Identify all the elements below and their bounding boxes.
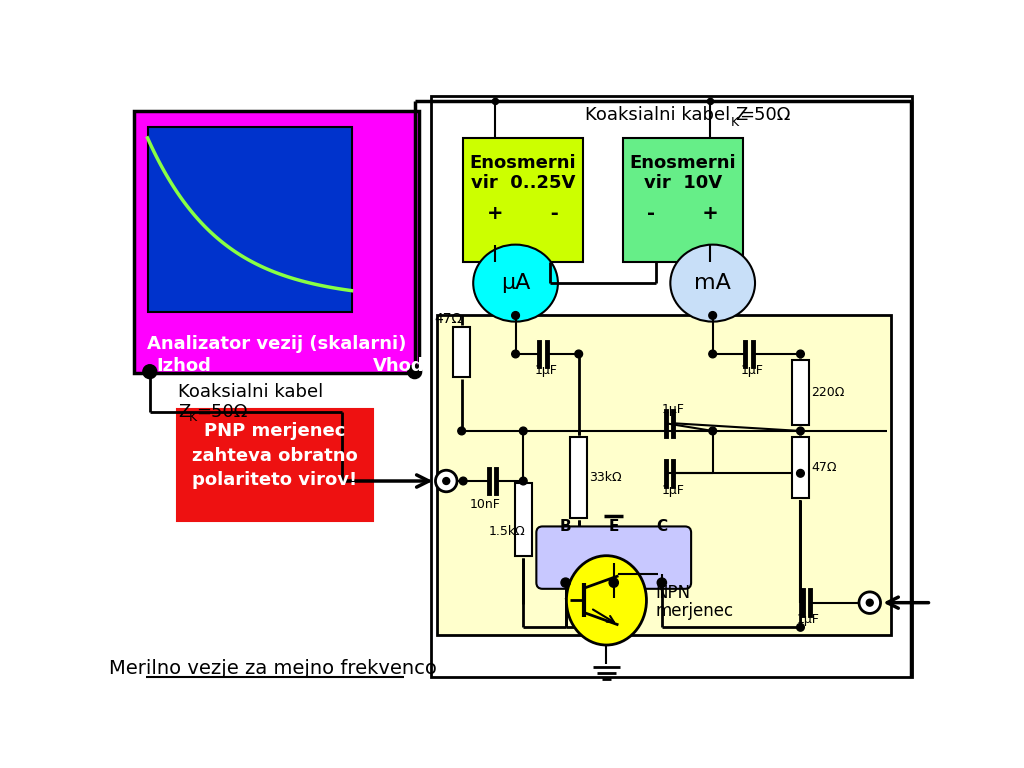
- Text: =50Ω: =50Ω: [196, 402, 248, 421]
- Text: -       +: - +: [647, 204, 719, 223]
- Text: 1μF: 1μF: [797, 613, 819, 626]
- Text: μA: μA: [501, 273, 530, 293]
- Text: PNP merjenec: PNP merjenec: [204, 422, 346, 440]
- Text: 1μF: 1μF: [535, 364, 558, 377]
- Text: Z: Z: [178, 402, 190, 421]
- Circle shape: [797, 427, 804, 435]
- Text: 47Ω: 47Ω: [435, 312, 463, 326]
- Circle shape: [460, 477, 467, 485]
- Text: mA: mA: [694, 273, 731, 293]
- Circle shape: [709, 350, 717, 358]
- Circle shape: [797, 624, 804, 631]
- Bar: [134, 111, 419, 373]
- Bar: [792, 359, 809, 425]
- Bar: [463, 138, 583, 262]
- Text: =50Ω: =50Ω: [739, 106, 791, 124]
- Text: 1μF: 1μF: [662, 484, 685, 497]
- Bar: [177, 409, 373, 521]
- Text: 10nF: 10nF: [469, 498, 500, 511]
- Bar: [792, 437, 809, 498]
- Bar: [437, 316, 891, 635]
- Bar: [454, 326, 470, 376]
- Bar: [624, 138, 742, 262]
- Text: polariteto virov!: polariteto virov!: [193, 472, 357, 489]
- Circle shape: [458, 427, 466, 435]
- Circle shape: [512, 312, 519, 319]
- Circle shape: [709, 312, 717, 319]
- Text: Enosmerni: Enosmerni: [470, 154, 577, 172]
- Bar: [147, 127, 351, 312]
- Text: vir  0..25V: vir 0..25V: [471, 174, 575, 192]
- Text: Koaksialni kabel Z: Koaksialni kabel Z: [585, 106, 749, 124]
- Bar: [515, 483, 531, 556]
- FancyBboxPatch shape: [537, 526, 691, 589]
- Text: 1μF: 1μF: [740, 364, 763, 377]
- Text: 33kΩ: 33kΩ: [590, 471, 623, 484]
- Text: vir  10V: vir 10V: [644, 174, 722, 192]
- Text: 1.5kΩ: 1.5kΩ: [488, 525, 525, 538]
- Circle shape: [519, 477, 527, 485]
- Circle shape: [797, 469, 804, 477]
- Circle shape: [512, 350, 519, 358]
- Circle shape: [408, 365, 422, 379]
- Text: K: K: [188, 412, 197, 425]
- Text: +       -: + -: [487, 204, 559, 223]
- Circle shape: [708, 98, 714, 104]
- Text: 220Ω: 220Ω: [811, 386, 845, 399]
- Circle shape: [859, 592, 881, 614]
- Text: 47Ω: 47Ω: [811, 461, 837, 474]
- Text: B: B: [560, 519, 571, 534]
- Circle shape: [435, 470, 457, 492]
- Circle shape: [797, 350, 804, 358]
- Bar: [570, 437, 587, 518]
- Circle shape: [561, 578, 570, 588]
- Text: E: E: [608, 519, 618, 534]
- Text: Merilno vezje za mejno frekvenco: Merilno vezje za mejno frekvenco: [110, 659, 437, 677]
- Circle shape: [143, 365, 157, 379]
- Text: Izhod: Izhod: [156, 356, 211, 375]
- Text: zahteva obratno: zahteva obratno: [193, 447, 357, 465]
- Text: K: K: [731, 117, 739, 130]
- Text: 1μF: 1μF: [662, 403, 685, 416]
- Ellipse shape: [473, 245, 558, 322]
- Circle shape: [493, 98, 499, 104]
- Text: C: C: [656, 519, 668, 534]
- Text: NPN: NPN: [655, 584, 691, 601]
- Ellipse shape: [566, 556, 646, 645]
- Text: Enosmerni: Enosmerni: [630, 154, 736, 172]
- Circle shape: [442, 478, 450, 485]
- Circle shape: [866, 599, 873, 606]
- Circle shape: [574, 350, 583, 358]
- Circle shape: [519, 427, 527, 435]
- Circle shape: [709, 427, 717, 435]
- Text: Koaksialni kabel: Koaksialni kabel: [178, 383, 324, 402]
- Ellipse shape: [671, 245, 755, 322]
- Text: Vhod: Vhod: [373, 356, 425, 375]
- Text: Analizator vezij (skalarni): Analizator vezij (skalarni): [147, 335, 407, 353]
- Bar: [431, 96, 912, 677]
- Circle shape: [609, 578, 618, 588]
- Circle shape: [657, 578, 667, 588]
- Text: merjenec: merjenec: [655, 602, 734, 620]
